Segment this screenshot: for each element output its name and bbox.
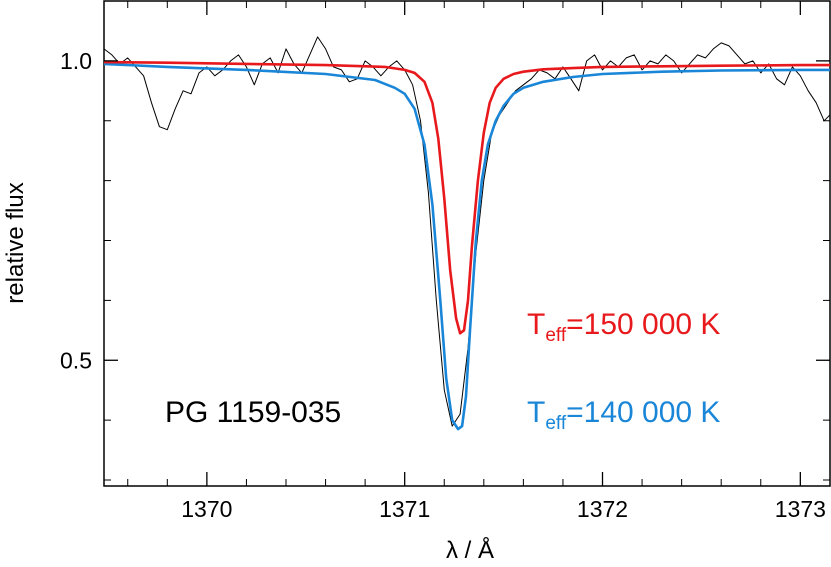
object-label: PG 1159-035 (165, 396, 341, 429)
x-tick-label: 1370 (181, 496, 232, 522)
annotation-140k-t: T (527, 396, 545, 429)
series-line-model-140k (103, 62, 830, 431)
y-tick-label: 1.0 (60, 48, 92, 74)
annotation-150k-rest: =150 000 K (566, 308, 720, 341)
y-axis-title: relative flux (2, 182, 29, 303)
annotation-150k-sub: eff (545, 325, 567, 346)
x-tick-label: 1371 (379, 496, 430, 522)
y-tick-label: 0.5 (60, 347, 92, 373)
series-line-model-150k (103, 60, 830, 335)
annotation-140k-sub: eff (545, 413, 567, 434)
annotation-150k-t: T (527, 308, 545, 341)
plot-frame (103, 0, 831, 487)
x-tick-label: 1373 (775, 496, 826, 522)
x-axis-title: λ / Å (446, 536, 494, 564)
tick-layer: 1370 1371 1372 1373 0.5 1.0 (60, 0, 830, 522)
annotation-140k-rest: =140 000 K (566, 396, 720, 429)
annotation-140k: Teff=140 000 K (527, 396, 720, 434)
series-layer (103, 36, 831, 431)
x-tick-label: 1372 (577, 496, 628, 522)
annotation-150k: Teff=150 000 K (527, 308, 720, 346)
